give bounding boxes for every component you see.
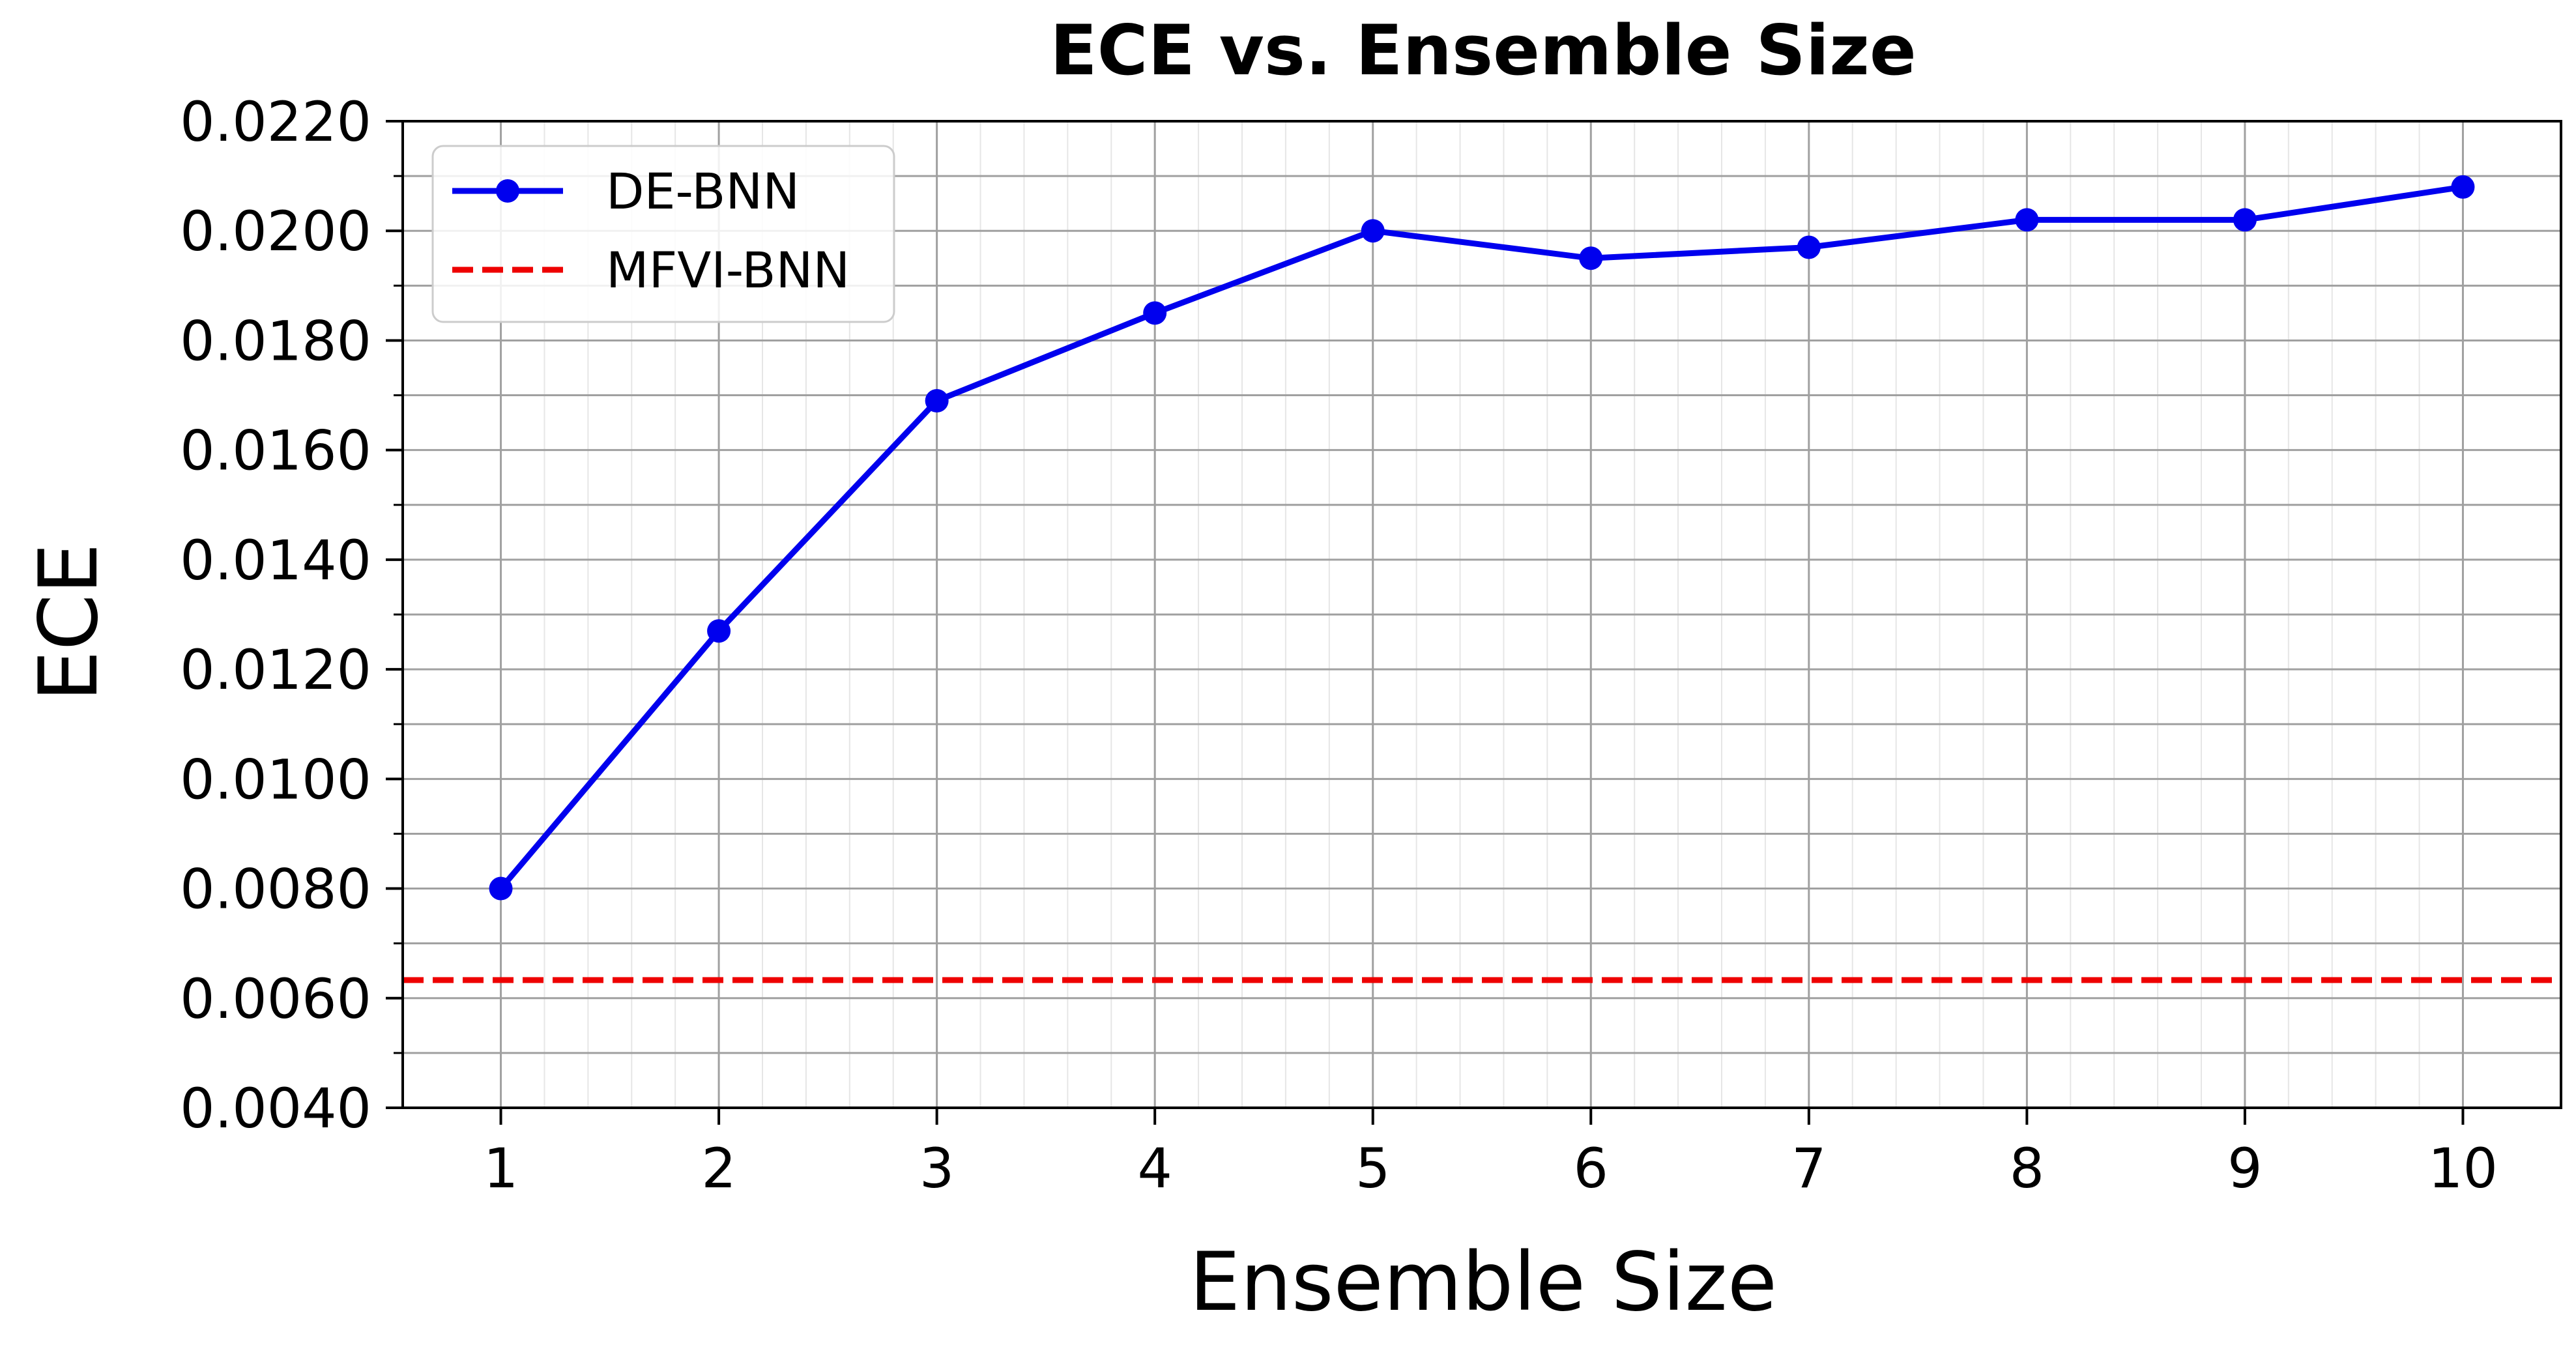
y-tick-label: 0.0040 — [180, 1077, 371, 1140]
y-tick-label: 0.0060 — [180, 967, 371, 1031]
y-tick-label: 0.0140 — [180, 528, 371, 592]
series-de-bnn-point — [1579, 246, 1603, 270]
series-de-bnn-line — [499, 184, 2464, 891]
tick-labels: 0.0040 0.0060 0.0080 0.0100 0.0120 0.0140 0.01… — [180, 90, 2498, 1200]
series-de-bnn-point — [1143, 301, 1167, 325]
series-de-bnn-point — [2015, 208, 2039, 232]
x-tick-label: 9 — [2227, 1136, 2262, 1200]
series-layer — [403, 175, 2561, 983]
x-tick-label: 10 — [2428, 1136, 2498, 1200]
legend-de-bnn-label: DE-BNN — [606, 162, 800, 220]
y-tick-label: 0.0120 — [180, 638, 371, 702]
y-tick-label: 0.0180 — [180, 309, 371, 373]
x-tick-label: 8 — [2010, 1136, 2044, 1200]
y-tick-label: 0.0100 — [180, 747, 371, 811]
series-de-bnn-point — [489, 876, 513, 901]
x-tick-label: 5 — [1355, 1136, 1390, 1200]
x-tick-label: 4 — [1137, 1136, 1172, 1200]
y-tick-label: 0.0080 — [180, 858, 371, 921]
axis-ticks — [386, 120, 2465, 1125]
series-de-bnn-point — [925, 388, 949, 412]
legend-de-bnn-marker — [496, 179, 519, 203]
major-grid — [403, 120, 2561, 1109]
y-tick-label: 0.0200 — [180, 199, 371, 263]
chart-title: ECE vs. Ensemble Size — [1050, 10, 1916, 91]
series-de-bnn-point — [1361, 219, 1385, 243]
legend-mfvi-bnn-label: MFVI-BNN — [606, 241, 850, 299]
y-tick-label: 0.0160 — [180, 419, 371, 483]
x-tick-label: 6 — [1574, 1136, 1608, 1200]
legend: DE-BNN MFVI-BNN — [431, 145, 895, 323]
series-de-bnn-point — [2233, 208, 2257, 232]
series-de-bnn-point — [2451, 175, 2475, 199]
x-axis-title: Ensemble Size — [1189, 1236, 1777, 1329]
y-tick-label: 0.0220 — [180, 90, 371, 154]
x-tick-label: 7 — [1791, 1136, 1826, 1200]
x-tick-label: 2 — [701, 1136, 736, 1200]
y-axis-title: ECE — [22, 543, 116, 701]
x-tick-label: 1 — [484, 1136, 518, 1200]
x-tick-label: 3 — [919, 1136, 954, 1200]
series-de-bnn-point — [1797, 235, 1821, 259]
series-de-bnn-point — [707, 619, 731, 643]
